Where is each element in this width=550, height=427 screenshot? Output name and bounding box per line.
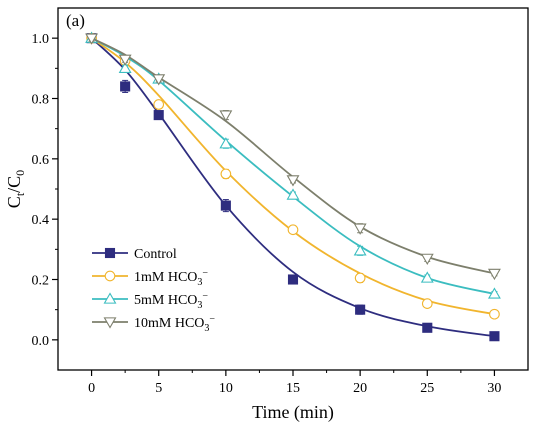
y-tick-label: 0.0 (32, 334, 50, 349)
data-point (420, 253, 434, 265)
y-tick-label: 0.2 (32, 274, 50, 289)
x-tick-label: 0 (88, 381, 95, 396)
legend-marker (104, 247, 116, 259)
series-line (90, 37, 495, 338)
data-point (422, 322, 433, 333)
data-point (286, 175, 300, 187)
data-point (286, 188, 300, 200)
y-tick-label: 0.4 (32, 213, 50, 228)
legend-label: 10mM HCO3− (134, 314, 215, 334)
y-tick-label: 1.0 (32, 32, 50, 47)
data-point (287, 224, 299, 236)
data-point (489, 331, 500, 342)
x-tick-label: 10 (219, 381, 233, 396)
legend-item: Control (92, 247, 177, 262)
series-line (91, 37, 495, 316)
x-axis-label: Time (min) (252, 402, 334, 423)
data-point (353, 223, 367, 235)
data-point (420, 271, 434, 283)
series-3 (85, 33, 501, 281)
data-point (487, 287, 501, 299)
legend-item: 10mM HCO3− (92, 314, 215, 334)
data-point (118, 61, 132, 74)
series-line (91, 37, 495, 275)
data-point (489, 308, 500, 320)
x-tick-label: 20 (353, 381, 367, 396)
data-point (219, 110, 233, 122)
data-point (287, 274, 299, 285)
y-label-sub1: t (13, 192, 27, 196)
data-point (152, 74, 166, 86)
data-point (421, 298, 433, 309)
axes-layer: 0 5 10 15 20 25 30 0.0 0.2 0.4 0.6 0.8 1.0 (32, 32, 502, 396)
x-tick-label: 15 (286, 381, 300, 396)
y-label-slash: /C (4, 176, 24, 193)
x-tick-label: 25 (420, 381, 434, 396)
data-point (353, 244, 367, 256)
legend-label: 1mM HCO3− (134, 268, 208, 288)
legend: Control 1mM HCO3− 5mM HCO3− 10mM HCO3− (92, 247, 215, 334)
data-point (85, 33, 99, 45)
y-tick-label: 0.6 (32, 153, 50, 168)
y-label-main: C (4, 196, 24, 208)
data-point (153, 99, 165, 110)
data-point (220, 200, 231, 211)
legend-item: 1mM HCO3− (92, 268, 208, 288)
series-line (91, 37, 495, 295)
x-tick-label: 5 (155, 381, 162, 396)
data-point (153, 110, 164, 121)
y-tick-label: 0.8 (32, 93, 50, 108)
legend-marker (104, 270, 116, 282)
legend-item: 5mM HCO3− (92, 291, 208, 311)
x-tick-label: 30 (487, 381, 501, 396)
data-point (219, 137, 233, 149)
legend-label: Control (134, 247, 177, 262)
data-point (120, 81, 131, 92)
data-point (355, 304, 366, 315)
series-layer (85, 31, 501, 342)
panel-label: (a) (66, 11, 85, 30)
legend-label: 5mM HCO3− (134, 291, 208, 311)
data-point (354, 272, 366, 284)
svg-text:Ct/C0: Ct/C0 (4, 170, 27, 208)
data-point (220, 168, 232, 180)
legend-marker (103, 317, 117, 329)
legend-marker (103, 292, 117, 304)
y-axis-label: Ct/C0 (4, 170, 27, 208)
data-point (118, 54, 132, 66)
y-label-sub2: 0 (13, 170, 27, 176)
data-point (487, 268, 501, 281)
